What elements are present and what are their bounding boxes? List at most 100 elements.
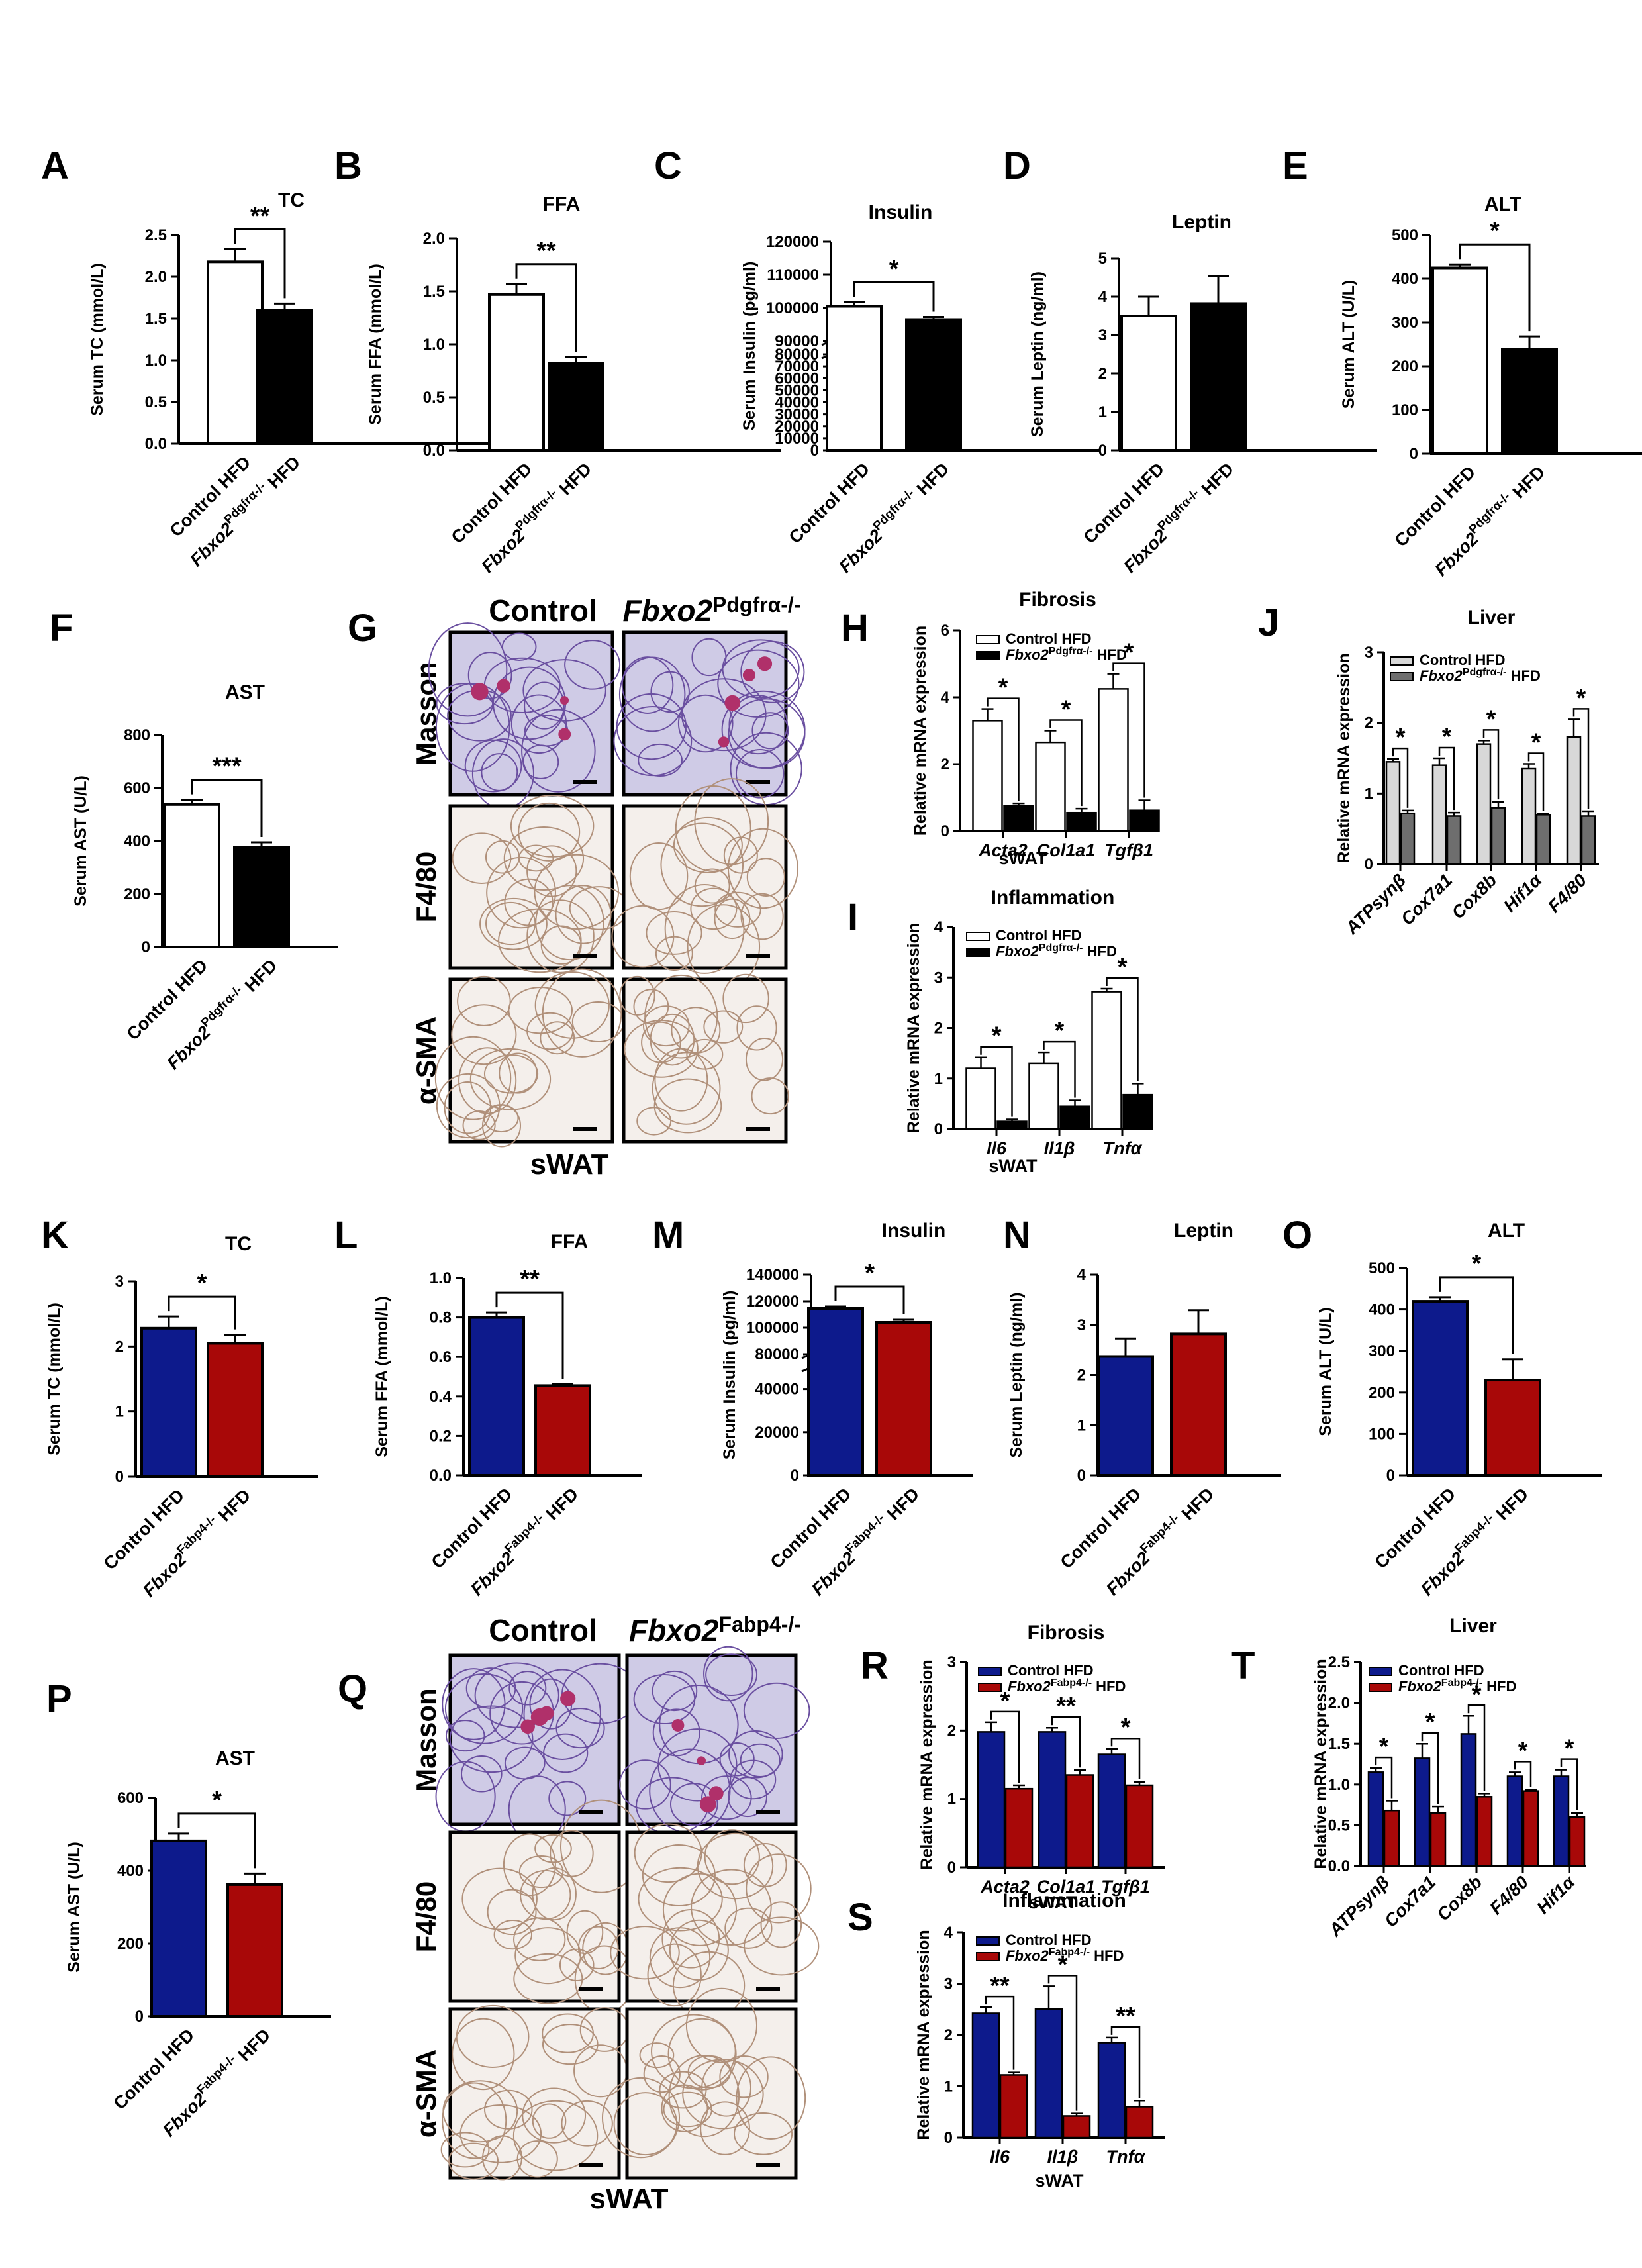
- legend-label: Control HFD: [1398, 1662, 1484, 1679]
- significance-bracket: [1482, 729, 1500, 800]
- bar-control: [1367, 1771, 1384, 1867]
- collagen-stain: [560, 1691, 576, 1706]
- y-tick-label: 2: [1365, 715, 1373, 732]
- legend-label-part: Fabp4-/-: [1049, 1947, 1090, 1958]
- significance-label: *: [1442, 723, 1452, 751]
- adipocyte-outline: [501, 632, 537, 661]
- y-tick-label: 3: [1365, 644, 1373, 662]
- y-tick-label: 20000: [775, 418, 819, 436]
- adipocyte-outline: [436, 1073, 501, 1139]
- significance-bracket: [1051, 1716, 1081, 1768]
- y-axis-label: Serum TC (mmol/L): [88, 263, 107, 416]
- significance-label: **: [1056, 1693, 1076, 1720]
- significance-label: *: [865, 1259, 875, 1287]
- y-tick-label: 110000: [767, 266, 819, 284]
- significance-label: *: [992, 1022, 1002, 1050]
- adipocyte-outline: [503, 826, 585, 891]
- chart-title: ALT: [1484, 193, 1521, 215]
- panel-letter: K: [41, 1214, 69, 1257]
- y-tick-label: 0: [944, 2129, 953, 2147]
- y-tick-label: 0.5: [1328, 1816, 1350, 1834]
- y-tick-label: 2: [115, 1338, 124, 1356]
- significance-bracket: [1106, 977, 1139, 1081]
- y-tick-label: 1.5: [145, 310, 167, 328]
- bar-control: [807, 1307, 864, 1477]
- bar-control: [1431, 266, 1488, 455]
- adipocyte-outline: [469, 1048, 552, 1110]
- y-tick-label: 40000: [755, 1381, 799, 1399]
- adipocyte-outline: [516, 2140, 558, 2178]
- bar-knockout: [999, 2074, 1028, 2139]
- adipocyte-outline: [550, 1830, 594, 1877]
- adipocyte-outline: [461, 1867, 538, 1930]
- adipocyte-outline: [652, 1670, 698, 1712]
- bar-knockout: [1484, 1379, 1541, 1477]
- bar-control: [1412, 1300, 1469, 1477]
- chart-title: ALT: [1488, 1220, 1525, 1242]
- adipocyte-outline: [751, 712, 789, 750]
- significance-label: *: [1124, 639, 1134, 667]
- legend-label-part: Fbxo2: [1006, 1948, 1049, 1964]
- bar-control: [1460, 1733, 1477, 1867]
- significance-bracket: [1438, 746, 1455, 811]
- scale-bar: [756, 1987, 780, 1991]
- panel-letter: J: [1258, 601, 1279, 644]
- adipocyte-outline: [559, 1948, 595, 1982]
- y-axis-label: Serum TC (mmol/L): [45, 1303, 64, 1455]
- legend-label-part: HFD: [1092, 1678, 1126, 1695]
- bar-control: [1476, 743, 1492, 865]
- scale-bar: [573, 780, 597, 784]
- y-tick-label: 0.8: [430, 1309, 452, 1327]
- adipocyte-outline: [719, 1742, 755, 1777]
- adipocyte-outline: [542, 2024, 599, 2065]
- adipocyte-outline: [745, 1038, 784, 1081]
- y-tick-label: 0.0: [430, 1467, 452, 1485]
- significance-label: *: [1565, 1735, 1574, 1763]
- significance-bracket: [1439, 1276, 1514, 1354]
- bar-knockout: [1569, 1816, 1586, 1867]
- significance-label: *: [1396, 724, 1406, 752]
- bar-knockout: [1129, 809, 1160, 832]
- column-header-part: Pdgfrα-/-: [712, 593, 800, 616]
- bar-knockout: [1429, 1812, 1447, 1867]
- y-tick-label: 120000: [766, 233, 819, 251]
- adipocyte-outline: [660, 822, 744, 907]
- legend-swatch: [976, 651, 1000, 660]
- panel-letter: N: [1003, 1214, 1031, 1257]
- bar-knockout: [1501, 348, 1558, 455]
- adipocyte-outline: [434, 1036, 512, 1120]
- category-label-part: Fabp4-/-: [174, 1513, 218, 1557]
- adipocyte-outline: [564, 640, 621, 690]
- y-tick-label: 2: [941, 756, 949, 773]
- y-tick-label: 1.0: [430, 1269, 452, 1287]
- y-tick-label: 2: [1077, 1367, 1086, 1385]
- y-tick-label: 100000: [746, 1319, 799, 1337]
- panel-letter: M: [652, 1214, 684, 1257]
- significance-bracket: [985, 1995, 1015, 2070]
- bar-knockout: [1059, 1105, 1090, 1130]
- adipocyte-outline: [685, 1987, 758, 2063]
- scale-bar: [573, 1127, 597, 1131]
- scale-bar: [579, 1810, 603, 1814]
- bar-control: [1553, 1775, 1570, 1867]
- y-axis-label: Relative mRNA expression: [904, 923, 923, 1133]
- category-label: Cox7a1: [1397, 870, 1456, 929]
- y-tick-label: 1: [115, 1403, 124, 1421]
- category-label: Il6: [990, 2147, 1010, 2167]
- legend-swatch: [1390, 672, 1414, 681]
- y-tick-label: 0: [1365, 856, 1373, 873]
- y-tick-label: 0.6: [430, 1348, 452, 1366]
- y-tick-label: 60000: [775, 370, 819, 387]
- chart-title: Insulin: [882, 1220, 946, 1242]
- bar-control: [1120, 315, 1177, 452]
- legend-label-part: HFD: [1093, 646, 1127, 663]
- adipocyte-outline: [661, 1909, 720, 1969]
- y-tick-label: 0: [1098, 442, 1107, 460]
- category-label: Control HFD: [785, 459, 874, 548]
- bar-knockout: [1125, 1784, 1154, 1869]
- category-label: Fbxo2Pdgfrα-/- HFD: [475, 457, 595, 577]
- y-tick-label: 50000: [775, 381, 819, 399]
- adipocyte-outline: [467, 652, 512, 699]
- adipocyte-outline: [442, 1668, 506, 1740]
- adipocyte-outline: [719, 2055, 769, 2098]
